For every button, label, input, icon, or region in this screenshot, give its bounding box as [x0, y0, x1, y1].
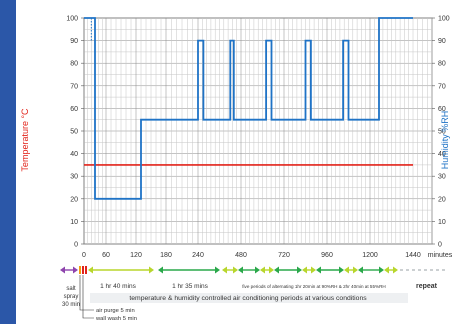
period-1h35-arrow-head-right: [215, 266, 220, 274]
wall-wash-mark-2: [85, 266, 87, 274]
x-tick: 180: [160, 252, 172, 259]
controlled-periods-label: temperature & humidity controlled air co…: [129, 295, 367, 302]
salt-spray-arrow-head-right: [73, 266, 78, 274]
x-tick: 120: [130, 252, 142, 259]
cycle-arrow-head-left: [260, 266, 265, 274]
y-tick-left: 50: [70, 129, 78, 136]
y-axis-right: 0 10 20 30 40 50 60 70 80 90 100: [432, 16, 450, 249]
chart-card: 0 10 20 30 40 50 60 70 80 90 100 0 10 20 30 40 50 60 70 80…: [16, 0, 456, 324]
wall-wash-leader: [82, 275, 94, 319]
y-tick-left: 10: [70, 219, 78, 226]
cycle-arrow-head-left: [222, 266, 227, 274]
cycle-arrow-head-left: [274, 266, 279, 274]
timeline-label-periods: five periods of alternating 1hr 20min at…: [242, 284, 386, 289]
x-tick: 480: [235, 252, 247, 259]
y-axis-left: 0 10 20 30 40 50 60 70 80 90 100: [66, 16, 84, 249]
air-purge-mark: [79, 266, 81, 274]
timeline-label-1h35: 1 hr 35 mins: [172, 283, 209, 290]
cycle-arrow-head-right: [255, 266, 260, 274]
wall-wash-mark: [82, 266, 84, 274]
salt-spray-label-2: spray: [64, 294, 79, 300]
period-1h40-arrow-head-left: [88, 266, 93, 274]
y-tick-left: 100: [66, 16, 78, 23]
y-tick-right: 20: [438, 196, 446, 203]
y-tick-right: 0: [438, 242, 442, 249]
y-tick-left: 70: [70, 83, 78, 90]
y-tick-right: 80: [438, 61, 446, 68]
y-tick-right: 60: [438, 106, 446, 113]
x-tick: 720: [278, 252, 290, 259]
cycle-arrow-head-left: [344, 266, 349, 274]
cycle-arrow-head-right: [311, 266, 316, 274]
repeat-label: repeat: [416, 283, 438, 290]
cycle-arrow-head-left: [384, 266, 389, 274]
cycle-arrow-head-left: [358, 266, 363, 274]
y-axis-right-label: Humidity %RH: [440, 111, 450, 170]
grid: [83, 17, 433, 245]
x-axis: 0 60 120 180 240 480 720 960 1200 1440 minutes: [82, 252, 453, 259]
x-tick: 1200: [362, 252, 378, 259]
y-tick-right: 70: [438, 83, 446, 90]
y-tick-left: 0: [74, 242, 78, 249]
air-purge-label: air purge 5 min: [96, 308, 135, 314]
cycle-arrow-head-right: [339, 266, 344, 274]
cycle-arrow-head-right: [233, 266, 238, 274]
cycle-arrow-head-right: [379, 266, 384, 274]
wall-wash-label: wall wash 5 min: [95, 316, 137, 322]
y-tick-left: 30: [70, 174, 78, 181]
cycle-arrow-head-left: [238, 266, 243, 274]
x-tick: 60: [102, 252, 110, 259]
y-tick-right: 40: [438, 151, 446, 158]
period-1h35-arrow-head-left: [158, 266, 163, 274]
y-tick-left: 80: [70, 61, 78, 68]
series-layer: [84, 17, 413, 200]
cycle-arrow-head-right: [393, 266, 398, 274]
period-1h40-arrow-head-right: [149, 266, 154, 274]
cycle-arrow-head-right: [353, 266, 358, 274]
y-tick-left: 20: [70, 196, 78, 203]
salt-spray-label-3: 30 min: [62, 302, 80, 308]
x-tick: 1440: [405, 252, 421, 259]
cycle-arrow-head-right: [269, 266, 274, 274]
y-tick-right: 100: [438, 16, 450, 23]
humidity-series-line: [84, 17, 413, 200]
x-tick: 0: [82, 252, 86, 259]
cycle-arrow-head-right: [297, 266, 302, 274]
x-tick: 960: [321, 252, 333, 259]
y-tick-right: 10: [438, 219, 446, 226]
cycle-arrow-head-left: [302, 266, 307, 274]
salt-spray-cycle-chart: 0 10 20 30 40 50 60 70 80 90 100 0 10 20 30 40 50 60 70 80…: [20, 16, 453, 323]
air-purge-leader: [79, 275, 94, 311]
timeline-label-1h40: 1 hr 40 mins: [100, 283, 137, 290]
y-tick-right: 50: [438, 129, 446, 136]
cycle-arrow-head-left: [316, 266, 321, 274]
x-tick: 240: [192, 252, 204, 259]
y-tick-left: 90: [70, 38, 78, 45]
salt-spray-label-1: salt: [66, 286, 76, 292]
y-tick-right: 30: [438, 174, 446, 181]
controlled-periods-box: [90, 293, 408, 303]
salt-spray-arrow-head-left: [60, 266, 65, 274]
y-tick-left: 40: [70, 151, 78, 158]
y-axis-left-label: Temperature °C: [20, 108, 30, 172]
x-axis-label: minutes: [428, 252, 453, 259]
y-tick-left: 60: [70, 106, 78, 113]
y-tick-right: 90: [438, 38, 446, 45]
timeline: [60, 266, 448, 319]
